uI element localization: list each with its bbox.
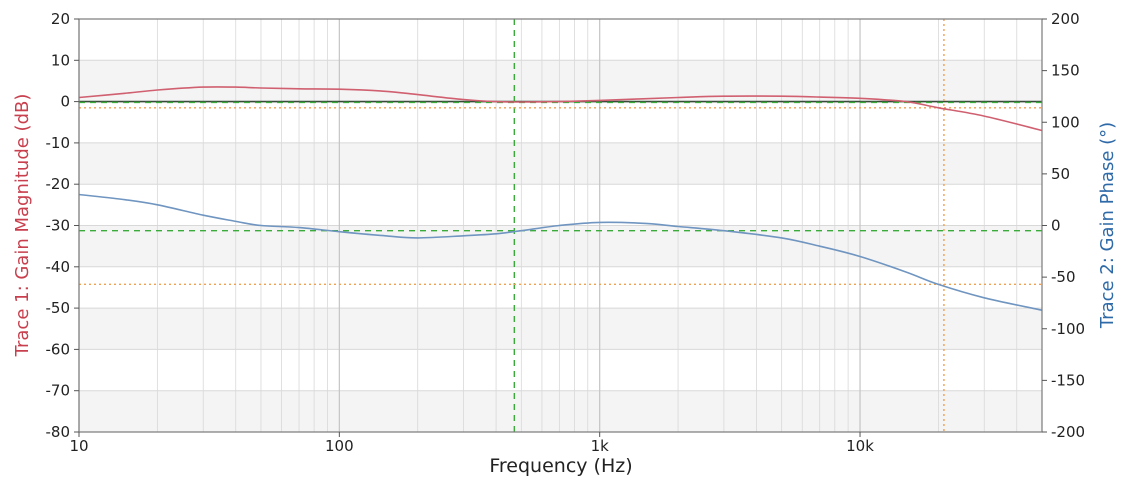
y-left-tick-label: -60 <box>46 340 71 358</box>
y-left-tick-label: 20 <box>51 10 70 28</box>
plot-band <box>79 390 1042 432</box>
x-tick-label: 10k <box>846 437 874 455</box>
x-tick-label: 1k <box>591 437 610 455</box>
traces <box>78 86 1043 311</box>
x-tick-label: 100 <box>325 437 354 455</box>
y-right-tick-label: 50 <box>1051 165 1070 183</box>
y-left-tick-label: 10 <box>51 51 70 69</box>
trace-2-gain-phase-line <box>78 193 1043 311</box>
y-left-tick-label: -20 <box>46 175 71 193</box>
y-axis-right-label: Trace 2: Gain Phase (°) <box>1097 122 1118 329</box>
plot-band <box>79 225 1042 267</box>
plot-bands <box>79 60 1042 432</box>
plot-band <box>79 308 1042 350</box>
x-axis-label: Frequency (Hz) <box>489 455 632 477</box>
y-right-tick-label: -50 <box>1051 268 1076 286</box>
y-left-tick-label: -40 <box>46 258 71 276</box>
y-right-tick-label: -150 <box>1051 371 1085 389</box>
axis-ticks: 20100-10-20-30-40-50-60-70-8020015010050… <box>46 10 1086 455</box>
y-left-tick-label: -70 <box>46 382 71 400</box>
cursor-markers <box>79 19 1042 432</box>
x-tick-label: 10 <box>69 437 88 455</box>
y-right-tick-label: 100 <box>1051 113 1080 131</box>
y-right-tick-label: 200 <box>1051 10 1080 28</box>
plot-band <box>79 142 1042 185</box>
y-right-tick-label: -100 <box>1051 320 1085 338</box>
y-left-tick-label: -30 <box>46 217 71 235</box>
y-right-tick-label: -200 <box>1051 423 1085 441</box>
y-right-tick-label: 0 <box>1051 217 1061 235</box>
y-left-tick-label: 0 <box>60 93 70 111</box>
y-left-tick-label: -10 <box>46 134 71 152</box>
axis-labels: Frequency (Hz) Trace 1: Gain Magnitude (… <box>12 94 1118 477</box>
plot-band <box>79 60 1042 102</box>
y-left-tick-label: -50 <box>46 299 71 317</box>
y-axis-left-label: Trace 1: Gain Magnitude (dB) <box>12 94 33 358</box>
y-right-tick-label: 150 <box>1051 62 1080 80</box>
trace-1-gain-magnitude-line <box>78 86 1043 132</box>
y-left-tick-label: -80 <box>46 423 71 441</box>
